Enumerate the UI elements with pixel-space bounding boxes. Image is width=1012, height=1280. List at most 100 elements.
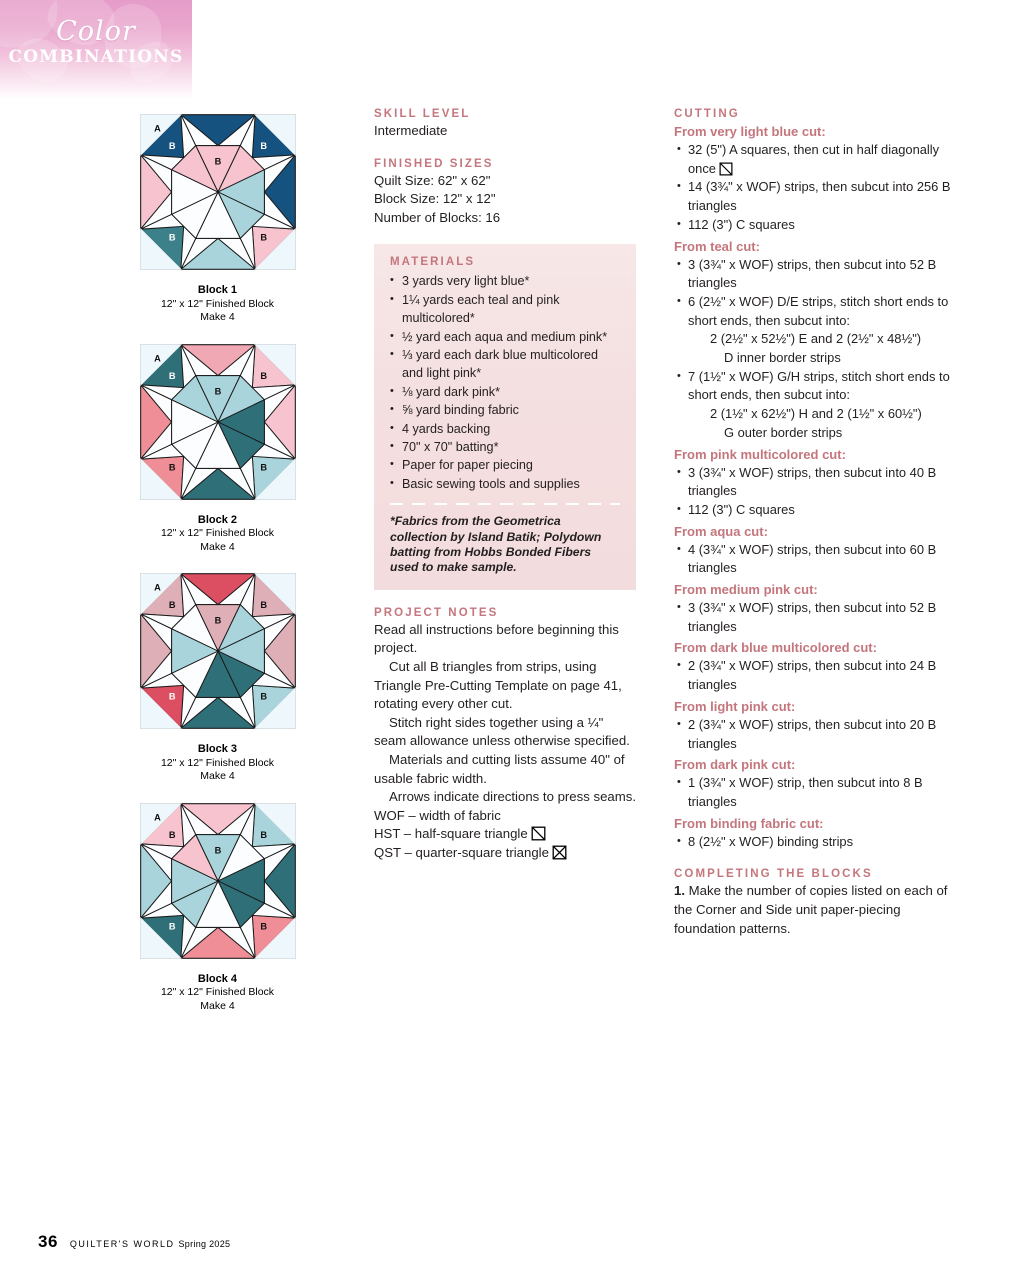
patch-label: B xyxy=(168,600,175,610)
quilt-patch xyxy=(253,686,296,729)
block-size: 12" x 12" Finished Block xyxy=(160,986,275,998)
cutting-item: 8 (2½" x WOF) binding strips xyxy=(674,832,962,852)
block-caption: Block 1 12" x 12" Finished Block Make 4 xyxy=(110,284,325,325)
patch-label: B xyxy=(168,462,175,472)
quilt-patch xyxy=(139,343,182,386)
color-combinations-banner: Color COMBINATIONS xyxy=(0,0,192,100)
cutting-group-title: From aqua cut: xyxy=(674,523,768,539)
qst-icon xyxy=(552,845,567,860)
cutting-group-title: From medium pink cut: xyxy=(674,582,818,598)
block-title: Block 3 xyxy=(197,743,238,755)
cutting-heading: CUTTING xyxy=(674,108,740,120)
patch-label: B xyxy=(260,829,267,839)
page-number: 36 xyxy=(38,1232,58,1251)
notes-paragraph-1: Read all instructions before beginning t… xyxy=(374,621,619,656)
qst-definition: QST – quarter-square triangle xyxy=(374,844,636,863)
patch-label: B xyxy=(214,156,221,166)
cutting-subline: 2 (2½" x 52½") E and 2 (2½" x 48½") xyxy=(710,331,922,347)
cutting-item-list: 3 (3¾" x WOF) strips, then subcut into 4… xyxy=(674,463,962,520)
cutting-item: 32 (5") A squares, then cut in half diag… xyxy=(674,140,962,178)
patch-label: B xyxy=(168,691,175,701)
hst-label: HST – half-square triangle xyxy=(374,826,528,842)
patch-label: B xyxy=(260,232,267,242)
quilt-patch xyxy=(170,374,219,423)
cutting-item: 1 (3¾" x WOF) strip, then subcut into 8 … xyxy=(674,773,962,811)
cutting-item: 112 (3") C squares xyxy=(674,500,962,520)
patch-label: B xyxy=(260,600,267,610)
hst-definition: HST – half-square triangle xyxy=(374,825,636,844)
right-column: CUTTING From very light blue cut:32 (5")… xyxy=(674,108,962,938)
quilt-size: Quilt Size: 62" x 62" xyxy=(374,172,491,188)
patch-label: B xyxy=(168,370,175,380)
step-text: Make the number of copies listed on each… xyxy=(674,883,948,936)
patch-label: A xyxy=(154,812,161,822)
materials-heading: MATERIALS xyxy=(390,256,476,269)
quilt-patch xyxy=(253,916,296,959)
block-title: Block 1 xyxy=(197,284,238,296)
block-size: 12" x 12" Finished Block xyxy=(160,756,275,769)
quilt-patch xyxy=(139,686,182,729)
materials-list: 3 yards very light blue*1¼ yards each te… xyxy=(388,271,622,493)
block-caption: Block 2 12" x 12" Finished Block Make 4 xyxy=(110,514,325,555)
cutting-group-title: From dark blue multicolored cut: xyxy=(674,640,877,656)
page-footer: 36 QUILTER'S WORLD Spring 2025 xyxy=(38,1232,230,1252)
cutting-item: 2 (3¾" x WOF) strips, then subcut into 2… xyxy=(674,715,962,753)
cutting-item: 6 (2½" x WOF) D/E strips, stitch short e… xyxy=(674,292,962,368)
patch-label: B xyxy=(168,232,175,242)
block-make: Make 4 xyxy=(200,540,235,553)
block-size: Block Size: 12" x 12" xyxy=(374,191,496,207)
patch-label: B xyxy=(260,921,267,931)
block-diagram-column: A B B B B B Block 1 12" x 12" Finished Block … xyxy=(110,108,325,1026)
block-caption: Block 4 12" x 12" Finished Block Make 4 xyxy=(110,973,325,1014)
notes-paragraph-2: Cut all B triangles from strips, using T… xyxy=(374,659,622,712)
patch-label: B xyxy=(260,370,267,380)
cutting-subline: 2 (1½" x 62½") H and 2 (1½" x 60½") xyxy=(710,406,922,422)
cutting-item: 4 (3¾" x WOF) strips, then subcut into 6… xyxy=(674,540,962,578)
cutting-subline: D inner border strips xyxy=(724,350,841,366)
cutting-item-list: 8 (2½" x WOF) binding strips xyxy=(674,832,962,852)
step-number: 1. xyxy=(674,883,685,899)
cutting-item: 3 (3¾" x WOF) strips, then subcut into 5… xyxy=(674,598,962,636)
cutting-group-title: From dark pink cut: xyxy=(674,757,796,773)
cutting-item: 3 (3¾" x WOF) strips, then subcut into 5… xyxy=(674,255,962,293)
hst-icon xyxy=(719,162,733,176)
quilt-patch xyxy=(139,457,182,500)
patch-label: B xyxy=(260,462,267,472)
patch-label: B xyxy=(168,921,175,931)
qst-label: QST – quarter-square triangle xyxy=(374,845,549,860)
completing-blocks-heading: COMPLETING THE BLOCKS xyxy=(674,868,873,881)
materials-panel: MATERIALS 3 yards very light blue*1¼ yar… xyxy=(374,244,636,590)
materials-item: Basic sewing tools and supplies xyxy=(388,474,622,493)
block-make: Make 4 xyxy=(200,770,235,782)
block-make: Make 4 xyxy=(200,999,235,1012)
quilt-patch xyxy=(253,573,296,616)
cutting-item: 7 (1½" x WOF) G/H strips, stitch short e… xyxy=(674,367,962,443)
quilt-patch xyxy=(253,457,296,500)
cutting-item-list: 4 (3¾" x WOF) strips, then subcut into 6… xyxy=(674,540,962,578)
block-make: Make 4 xyxy=(200,311,235,323)
quilt-patch xyxy=(253,802,296,845)
materials-item: ⅝ yard binding fabric xyxy=(388,400,622,419)
quilt-patch xyxy=(139,916,182,959)
number-of-blocks: Number of Blocks: 16 xyxy=(374,209,501,225)
skill-level-heading: SKILL LEVEL xyxy=(374,108,471,120)
patch-label: B xyxy=(168,141,175,151)
cutting-item: 112 (3") C squares xyxy=(674,215,962,235)
patch-label: B xyxy=(260,691,267,701)
patch-label: B xyxy=(260,141,267,151)
notes-paragraph-4: Materials and cutting lists assume 40" o… xyxy=(374,752,625,786)
cutting-item: 14 (3¾" x WOF) strips, then subcut into … xyxy=(674,177,962,215)
hst-icon xyxy=(531,826,546,841)
wof-definition: WOF – width of fabric xyxy=(374,807,501,823)
banner-script-word: Color xyxy=(56,16,136,47)
cutting-group-title: From binding fabric cut: xyxy=(674,815,824,831)
quilt-patch xyxy=(170,603,219,653)
cutting-item-list: 1 (3¾" x WOF) strip, then subcut into 8 … xyxy=(674,773,962,811)
quilt-patch xyxy=(170,144,219,194)
skill-level-value: Intermediate xyxy=(374,123,448,138)
quilt-patch xyxy=(253,343,296,386)
quilt-patch xyxy=(253,227,296,270)
materials-item: 3 yards very light blue* xyxy=(388,271,622,290)
patch-label: B xyxy=(214,845,221,855)
